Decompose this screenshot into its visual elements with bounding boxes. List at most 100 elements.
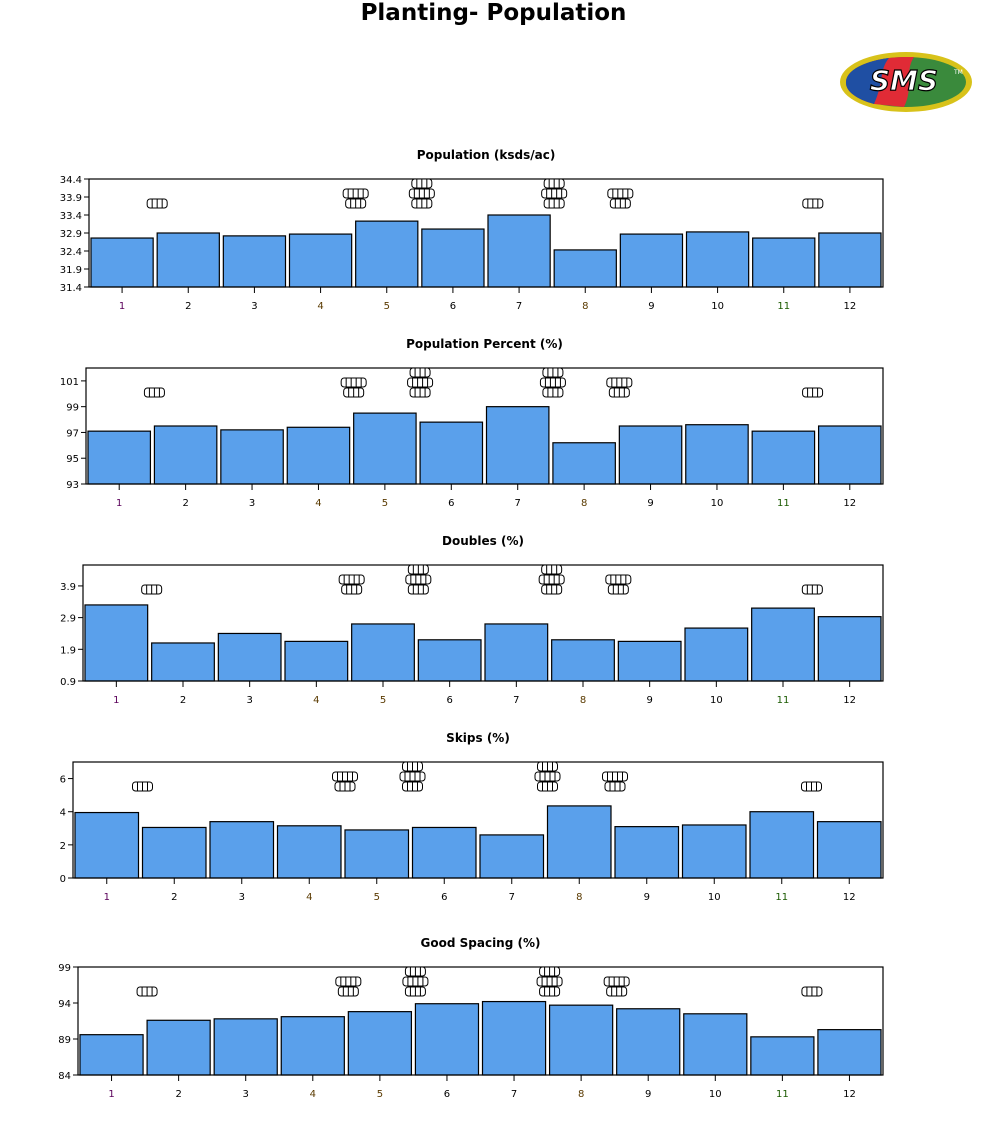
missing-glyph-label bbox=[607, 188, 634, 199]
missing-glyph-label bbox=[407, 564, 429, 575]
missing-glyph-label bbox=[411, 198, 433, 209]
missing-glyph-label bbox=[402, 781, 423, 792]
bar bbox=[619, 233, 684, 288]
bar bbox=[553, 249, 617, 288]
x-tick-label: 9 bbox=[648, 301, 654, 312]
bar bbox=[217, 632, 282, 682]
bar bbox=[146, 1019, 211, 1076]
missing-glyph-label bbox=[338, 574, 365, 585]
bar bbox=[74, 811, 140, 879]
chart-title: Skips (%) bbox=[446, 731, 510, 745]
x-tick-label: 1 bbox=[108, 1089, 114, 1100]
bar bbox=[288, 233, 353, 288]
missing-glyph-label bbox=[536, 976, 563, 987]
bar bbox=[616, 1008, 681, 1076]
chart-title: Population (ksds/ac) bbox=[417, 148, 556, 162]
bar bbox=[614, 826, 680, 879]
bar bbox=[752, 237, 816, 288]
bar bbox=[344, 829, 410, 879]
x-tick-label: 11 bbox=[777, 301, 790, 312]
missing-glyph-label bbox=[539, 966, 561, 977]
missing-glyph-label bbox=[408, 188, 435, 199]
bar-chart: Population Percent (%) 93 95 97 99 101 1 2 3 4 5 6 7… bbox=[0, 329, 987, 514]
sms-logo: SMS TM bbox=[840, 52, 972, 112]
bar bbox=[355, 220, 419, 288]
svg-text:SMS: SMS bbox=[870, 64, 938, 97]
x-tick-label: 8 bbox=[576, 892, 582, 903]
bar bbox=[551, 639, 615, 682]
missing-glyph-label bbox=[132, 781, 153, 792]
x-tick-label: 5 bbox=[380, 695, 386, 706]
y-tick-label: 6 bbox=[60, 775, 66, 786]
x-tick-label: 1 bbox=[113, 695, 119, 706]
x-tick-label: 4 bbox=[317, 301, 323, 312]
y-tick-label: 1.9 bbox=[60, 645, 76, 656]
missing-glyph-label bbox=[541, 188, 568, 199]
x-tick-label: 2 bbox=[182, 498, 188, 509]
chart-title: Good Spacing (%) bbox=[421, 936, 541, 950]
x-tick-label: 11 bbox=[776, 1089, 789, 1100]
x-tick-label: 3 bbox=[239, 892, 245, 903]
bar bbox=[280, 1016, 345, 1076]
missing-glyph-label bbox=[603, 976, 630, 987]
x-tick-label: 10 bbox=[711, 301, 724, 312]
bar-chart: Doubles (%) 0.9 1.9 2.9 3.9 1 2 3 4 5 6 7 8 9 10 11 12 bbox=[0, 526, 987, 711]
bar bbox=[817, 425, 882, 485]
missing-glyph-label bbox=[606, 377, 633, 388]
missing-glyph-label bbox=[537, 781, 558, 792]
missing-glyph-label bbox=[402, 761, 423, 772]
chart-title: Doubles (%) bbox=[442, 534, 524, 548]
missing-glyph-label bbox=[801, 986, 823, 997]
missing-glyph-label bbox=[335, 976, 362, 987]
x-tick-label: 10 bbox=[709, 1089, 722, 1100]
y-tick-label: 2.9 bbox=[60, 614, 76, 625]
plot-frame bbox=[77, 966, 884, 1076]
x-tick-label: 9 bbox=[645, 1089, 651, 1100]
x-tick-label: 11 bbox=[775, 892, 788, 903]
x-tick-label: 5 bbox=[382, 498, 388, 509]
bar bbox=[84, 604, 149, 682]
bar bbox=[156, 232, 220, 288]
missing-glyph-label bbox=[337, 986, 359, 997]
x-tick-label: 7 bbox=[516, 301, 522, 312]
bar bbox=[818, 232, 882, 288]
bar bbox=[485, 406, 550, 485]
x-tick-label: 6 bbox=[450, 301, 456, 312]
svg-text:TM: TM bbox=[953, 69, 963, 76]
bar bbox=[79, 1034, 144, 1076]
y-tick-label: 3.9 bbox=[60, 582, 76, 593]
plot-frame bbox=[72, 761, 884, 879]
x-tick-label: 2 bbox=[185, 301, 191, 312]
missing-glyph-label bbox=[342, 188, 369, 199]
x-tick-label: 6 bbox=[448, 498, 454, 509]
bar bbox=[685, 424, 749, 485]
x-tick-label: 12 bbox=[843, 695, 856, 706]
missing-glyph-label bbox=[407, 584, 429, 595]
y-tick-label: 0 bbox=[60, 874, 66, 885]
y-tick-label: 84 bbox=[58, 1071, 71, 1082]
bar bbox=[749, 811, 815, 879]
x-tick-label: 6 bbox=[441, 892, 447, 903]
bar bbox=[421, 228, 485, 288]
bar bbox=[817, 616, 882, 682]
bar bbox=[546, 805, 612, 879]
missing-glyph-label bbox=[608, 387, 630, 398]
bar bbox=[552, 442, 616, 485]
bar bbox=[222, 235, 287, 288]
x-tick-label: 8 bbox=[582, 301, 588, 312]
x-tick-label: 5 bbox=[384, 301, 390, 312]
missing-glyph-label bbox=[537, 761, 558, 772]
missing-glyph-label bbox=[409, 367, 431, 378]
x-tick-label: 7 bbox=[515, 498, 521, 509]
bar bbox=[284, 640, 349, 682]
y-tick-label: 2 bbox=[60, 841, 66, 852]
missing-glyph-label bbox=[541, 584, 563, 595]
bar bbox=[276, 825, 342, 879]
x-tick-label: 8 bbox=[580, 695, 586, 706]
x-tick-label: 12 bbox=[843, 1089, 856, 1100]
bar bbox=[481, 1000, 547, 1076]
x-tick-label: 4 bbox=[313, 695, 319, 706]
plot-frame bbox=[82, 564, 884, 682]
x-tick-label: 8 bbox=[578, 1089, 584, 1100]
y-tick-label: 31.9 bbox=[60, 265, 82, 276]
